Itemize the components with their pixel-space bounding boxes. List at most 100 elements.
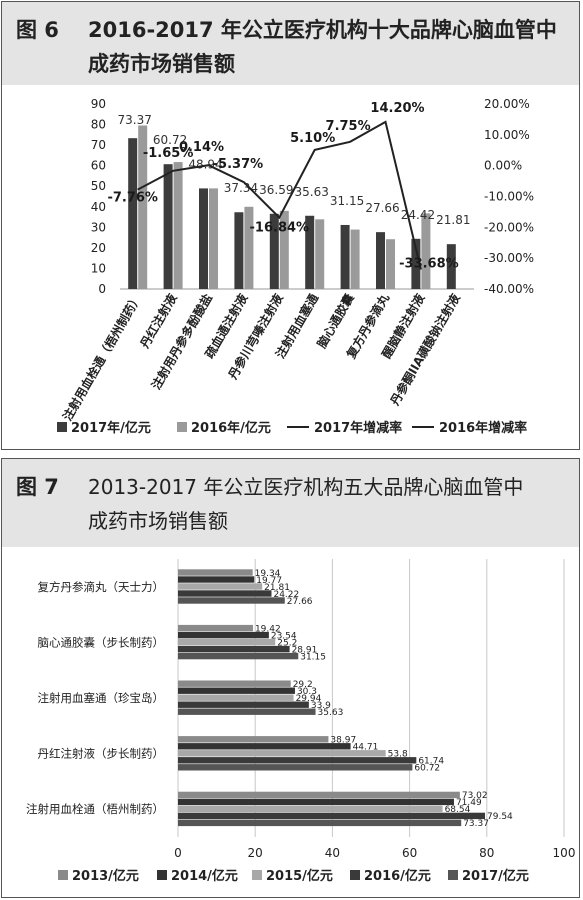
hbar-value-label: 73.02 — [462, 791, 488, 801]
right-tick-label: 10.00% — [484, 128, 530, 142]
hbar-2017/亿元 — [178, 597, 285, 604]
left-tick-label: 30 — [91, 220, 106, 234]
legend-label: 2013/亿元 — [72, 868, 139, 884]
hbar-value-label: 68.54 — [445, 805, 471, 815]
bar-2017 — [340, 224, 350, 289]
hbar-2013/亿元 — [178, 624, 253, 632]
figure7-title-line1: 2013-2017 年公立医疗机构五大品牌心脑血管中 — [88, 475, 524, 499]
bar-2016 — [138, 125, 148, 289]
figure6-header: 图 6 2016-2017 年公立医疗机构十大品牌心脑血管中 成药市场销售额 — [2, 2, 579, 85]
hbar-value-label: 79.54 — [487, 812, 513, 822]
bar-value-label: 31.15 — [330, 194, 364, 208]
hbar-value-label: 24.22 — [273, 590, 299, 600]
x-tick-label: 100 — [553, 846, 576, 860]
hbar-2016/亿元 — [178, 645, 290, 653]
legend-swatch — [157, 870, 167, 880]
hbar-value-label: 73.37 — [463, 819, 489, 829]
right-tick-label: -30.00% — [484, 251, 534, 265]
hbar-value-label: 19.77 — [256, 576, 282, 586]
growth-value-label: -1.65% — [143, 146, 194, 161]
bar-2017 — [269, 213, 279, 289]
hbar-value-label: 29.94 — [296, 694, 322, 704]
legend-swatch — [58, 870, 68, 880]
category-label: 复方丹参滴丸（天士力） — [38, 580, 165, 594]
category-label: 注射用血塞通（珍宝岛） — [38, 691, 165, 705]
hbar-value-label: 19.42 — [255, 624, 281, 634]
category-label: 丹参酮IIA磺酸钠注射液 — [387, 291, 463, 408]
left-tick-label: 20 — [91, 241, 106, 255]
hbar-2013/亿元 — [178, 791, 460, 799]
growth-value-label: -5.37% — [213, 157, 264, 172]
hbar-2013/亿元 — [178, 680, 291, 687]
x-tick-label: 0 — [174, 846, 182, 860]
hbar-value-label: 60.72 — [414, 764, 440, 774]
left-tick-label: 80 — [91, 118, 106, 132]
legend-label: 2017年/亿元 — [71, 420, 151, 436]
hbar-2017/亿元 — [178, 764, 413, 771]
bar-2017 — [234, 212, 244, 289]
figure6-title-line2: 成药市场销售额 — [88, 52, 235, 76]
hbar-2014/亿元 — [178, 631, 269, 639]
left-tick-label: 10 — [91, 261, 106, 275]
category-label: 丹红注射液（步长制药） — [38, 747, 165, 761]
figure7-header: 图 7 2013-2017 年公立医疗机构五大品牌心脑血管中 成药市场销售额 — [2, 459, 579, 547]
hbar-2014/亿元 — [178, 743, 351, 750]
growth-line-2017 — [137, 120, 422, 270]
bar-value-label: 37.34 — [224, 181, 258, 195]
hbar-2015/亿元 — [178, 694, 294, 701]
category-label: 注射用血栓通（梧州制药） — [59, 291, 144, 423]
hbar-value-label: 38.97 — [330, 736, 356, 746]
right-tick-label: 0.00% — [484, 159, 522, 173]
bar-2016 — [315, 219, 325, 289]
bar-2016 — [244, 206, 254, 289]
hbar-value-label: 44.71 — [353, 743, 379, 753]
bar-value-label: 60.72 — [153, 133, 187, 147]
left-tick-label: 0 — [98, 282, 106, 296]
hbar-value-label: 23.54 — [271, 631, 297, 641]
bar-value-label: 73.37 — [118, 113, 152, 127]
growth-value-label: -16.84% — [250, 221, 310, 236]
hbar-2014/亿元 — [178, 687, 295, 694]
left-tick-label: 70 — [91, 138, 106, 152]
bar-2016 — [350, 229, 360, 289]
figure6-chart: 0 10 20 30 40 50 60 70 80 90 20.00% 10.00% 0.00% -10.… — [57, 97, 534, 436]
hbar-2015/亿元 — [178, 805, 443, 813]
bar-2017 — [163, 164, 173, 289]
left-tick-label: 50 — [91, 179, 106, 193]
hbar-2016/亿元 — [178, 812, 486, 820]
hbar-2014/亿元 — [178, 576, 255, 583]
right-tick-label: 20.00% — [484, 97, 530, 111]
growth-value-label: 0.14% — [179, 140, 224, 155]
legend-swatch — [57, 422, 67, 432]
hbar-2017/亿元 — [178, 652, 299, 660]
legend-label: 2015/亿元 — [266, 868, 333, 884]
bar-value-label: 35.63 — [295, 185, 329, 199]
bar-2017 — [305, 215, 315, 289]
legend-label: 2017/亿元 — [462, 868, 529, 884]
bar-2017 — [376, 232, 385, 289]
hbar-value-label: 30.3 — [297, 687, 317, 697]
bar-2016 — [173, 162, 183, 289]
figure7-panel: 图 7 2013-2017 年公立医疗机构五大品牌心脑血管中 成药市场销售额 0… — [1, 458, 580, 898]
bar-2017 — [411, 238, 421, 289]
legend-label: 2014/亿元 — [171, 868, 238, 884]
hbar-value-label: 35.63 — [318, 708, 344, 718]
hbar-2013/亿元 — [178, 736, 329, 743]
legend-label: 2017年增减率 — [314, 420, 402, 436]
bar-value-label: 36.59 — [259, 183, 293, 197]
legend-label: 2016年/亿元 — [191, 420, 271, 436]
legend-swatch — [252, 870, 262, 880]
hbar-2015/亿元 — [178, 583, 263, 590]
hbar-2017/亿元 — [178, 819, 462, 827]
hbar-2016/亿元 — [178, 757, 417, 764]
legend-label: 2016/亿元 — [364, 868, 431, 884]
legend-label: 2016年增减率 — [439, 420, 527, 436]
category-label: 脑心通胶囊（步长制药） — [38, 635, 165, 649]
hbar-2013/亿元 — [178, 569, 253, 576]
bar-2016 — [386, 239, 395, 289]
x-tick-label: 40 — [325, 846, 340, 860]
bar-2016 — [421, 213, 431, 289]
hbar-value-label: 27.66 — [287, 597, 313, 607]
figure6-title-line1: 2016-2017 年公立医疗机构十大品牌心脑血管中 — [88, 18, 557, 42]
